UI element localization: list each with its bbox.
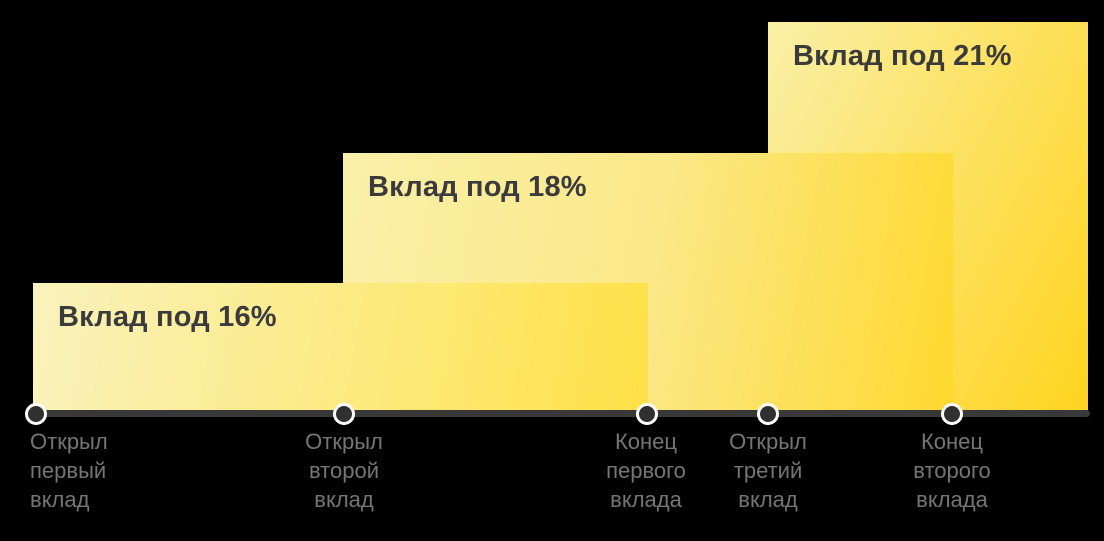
- event-label-line: вклада: [916, 487, 988, 512]
- timeline-event-label-end-first-deposit: Конец первого вклада: [606, 427, 686, 514]
- timeline-event-label-end-second-deposit: Конец второго вклада: [913, 427, 991, 514]
- event-label-line: первого: [606, 458, 686, 483]
- deposit-bar-16-label: Вклад под 16%: [58, 301, 277, 333]
- event-label-line: вклад: [30, 487, 90, 512]
- timeline-marker-end-second-deposit: [941, 403, 963, 425]
- event-label-line: второй: [308, 458, 380, 483]
- event-label-line: Открыл: [305, 429, 383, 454]
- event-label-line: Открыл: [30, 429, 108, 454]
- event-label-line: вклада: [610, 487, 682, 512]
- event-label-line: Открыл: [729, 429, 807, 454]
- timeline-event-label-open-second-deposit: Открыл второй вклад: [305, 427, 383, 514]
- event-label-line: второго: [913, 458, 991, 483]
- deposit-bar-18-label: Вклад под 18%: [368, 171, 587, 203]
- event-label-line: Конец: [920, 429, 984, 454]
- event-label-line: вклад: [314, 487, 374, 512]
- timeline-event-label-open-third-deposit: Открыл третий вклад: [729, 427, 807, 514]
- timeline-axis-line: [33, 410, 1090, 417]
- timeline-marker-open-second-deposit: [333, 403, 355, 425]
- event-label-line: вклад: [738, 487, 798, 512]
- timeline-marker-open-third-deposit: [757, 403, 779, 425]
- timeline-event-label-open-first-deposit: Открыл первый вклад: [30, 427, 108, 514]
- timeline-marker-end-first-deposit: [636, 403, 658, 425]
- timeline-marker-open-first-deposit: [25, 403, 47, 425]
- deposit-bar-16-percent: Вклад под 16%: [33, 283, 648, 411]
- event-label-line: третий: [733, 458, 803, 483]
- deposit-bar-21-label: Вклад под 21%: [793, 40, 1012, 72]
- event-label-line: первый: [30, 458, 107, 483]
- event-label-line: Конец: [614, 429, 678, 454]
